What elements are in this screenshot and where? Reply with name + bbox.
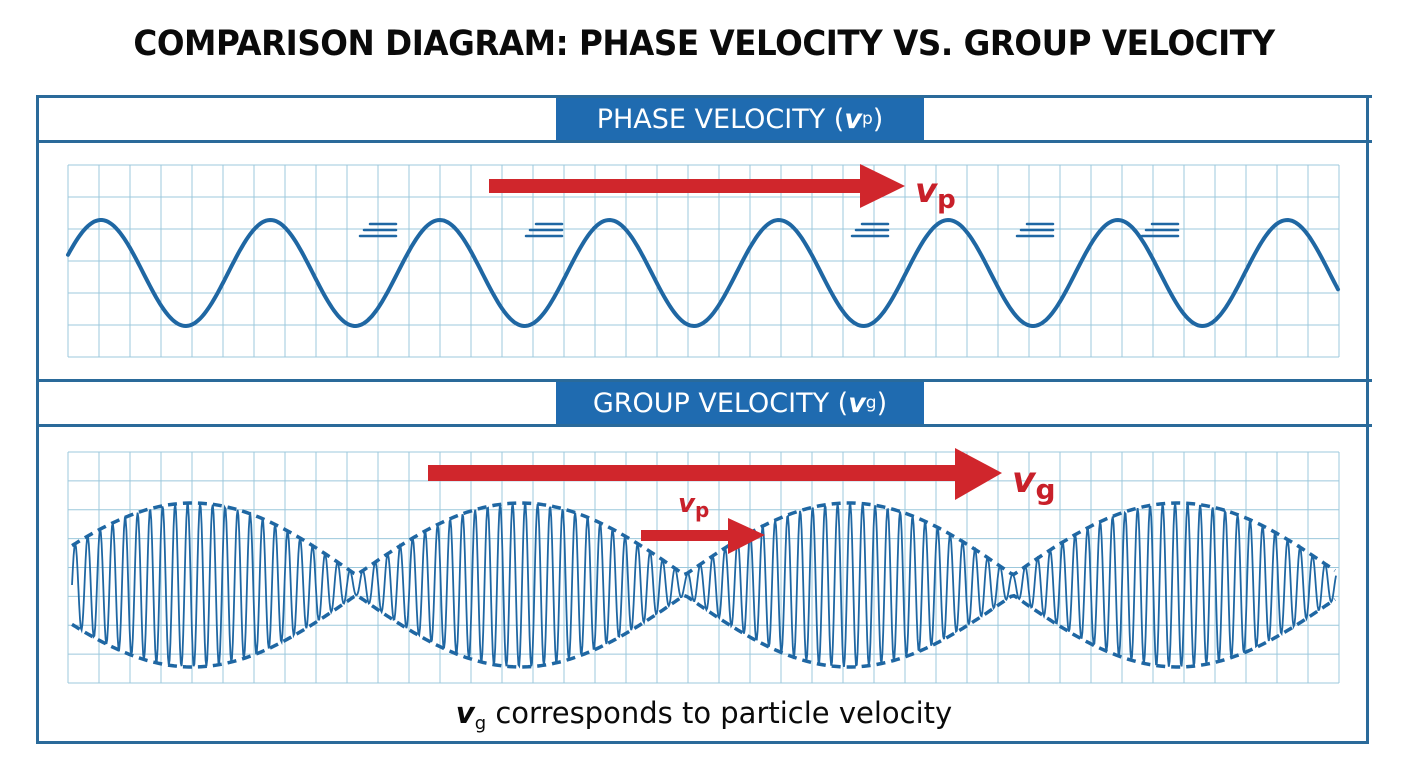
phase-velocity-small-arrow-icon — [641, 518, 765, 554]
phase-label-text: PHASE VELOCITY ( — [596, 103, 845, 135]
group-velocity-label: GROUP VELOCITY (v g) — [556, 382, 924, 424]
phase-label-symbol: v — [844, 103, 862, 135]
group-header-band: GROUP VELOCITY (v g) — [36, 379, 1372, 427]
group-envelope-lower — [71, 593, 1336, 669]
motion-lines-icon — [358, 222, 1180, 238]
caption-symbol: v — [455, 696, 475, 730]
caption-subscript: g — [474, 713, 487, 734]
caption: vg corresponds to particle velocity — [0, 696, 1408, 734]
group-arrow-label: vg — [1012, 460, 1056, 506]
phase-arrow-label: vp — [915, 171, 956, 215]
group-carrier-wave — [71, 501, 1337, 669]
group-label-subscript: g — [865, 393, 877, 413]
group-label-symbol: v — [848, 387, 866, 419]
phase-sine-wave — [66, 217, 1340, 329]
caption-text: corresponds to particle velocity — [486, 696, 953, 730]
group-velocity-arrow-icon — [428, 448, 1002, 500]
phase-label-subscript: p — [861, 109, 873, 129]
group-envelope-upper — [71, 501, 1336, 577]
phase-velocity-label: PHASE VELOCITY (v p) — [556, 98, 924, 140]
group-label-close: ) — [876, 387, 888, 419]
phase-grid — [67, 164, 1340, 358]
small-arrow-label: vp — [678, 489, 709, 522]
phase-label-close: ) — [872, 103, 884, 135]
diagram-title: COMPARISON DIAGRAM: PHASE VELOCITY VS. G… — [133, 24, 1275, 64]
phase-header-band: PHASE VELOCITY (v p) — [36, 95, 1372, 143]
group-label-text: GROUP VELOCITY ( — [592, 387, 849, 419]
phase-velocity-arrow-icon — [489, 164, 905, 208]
